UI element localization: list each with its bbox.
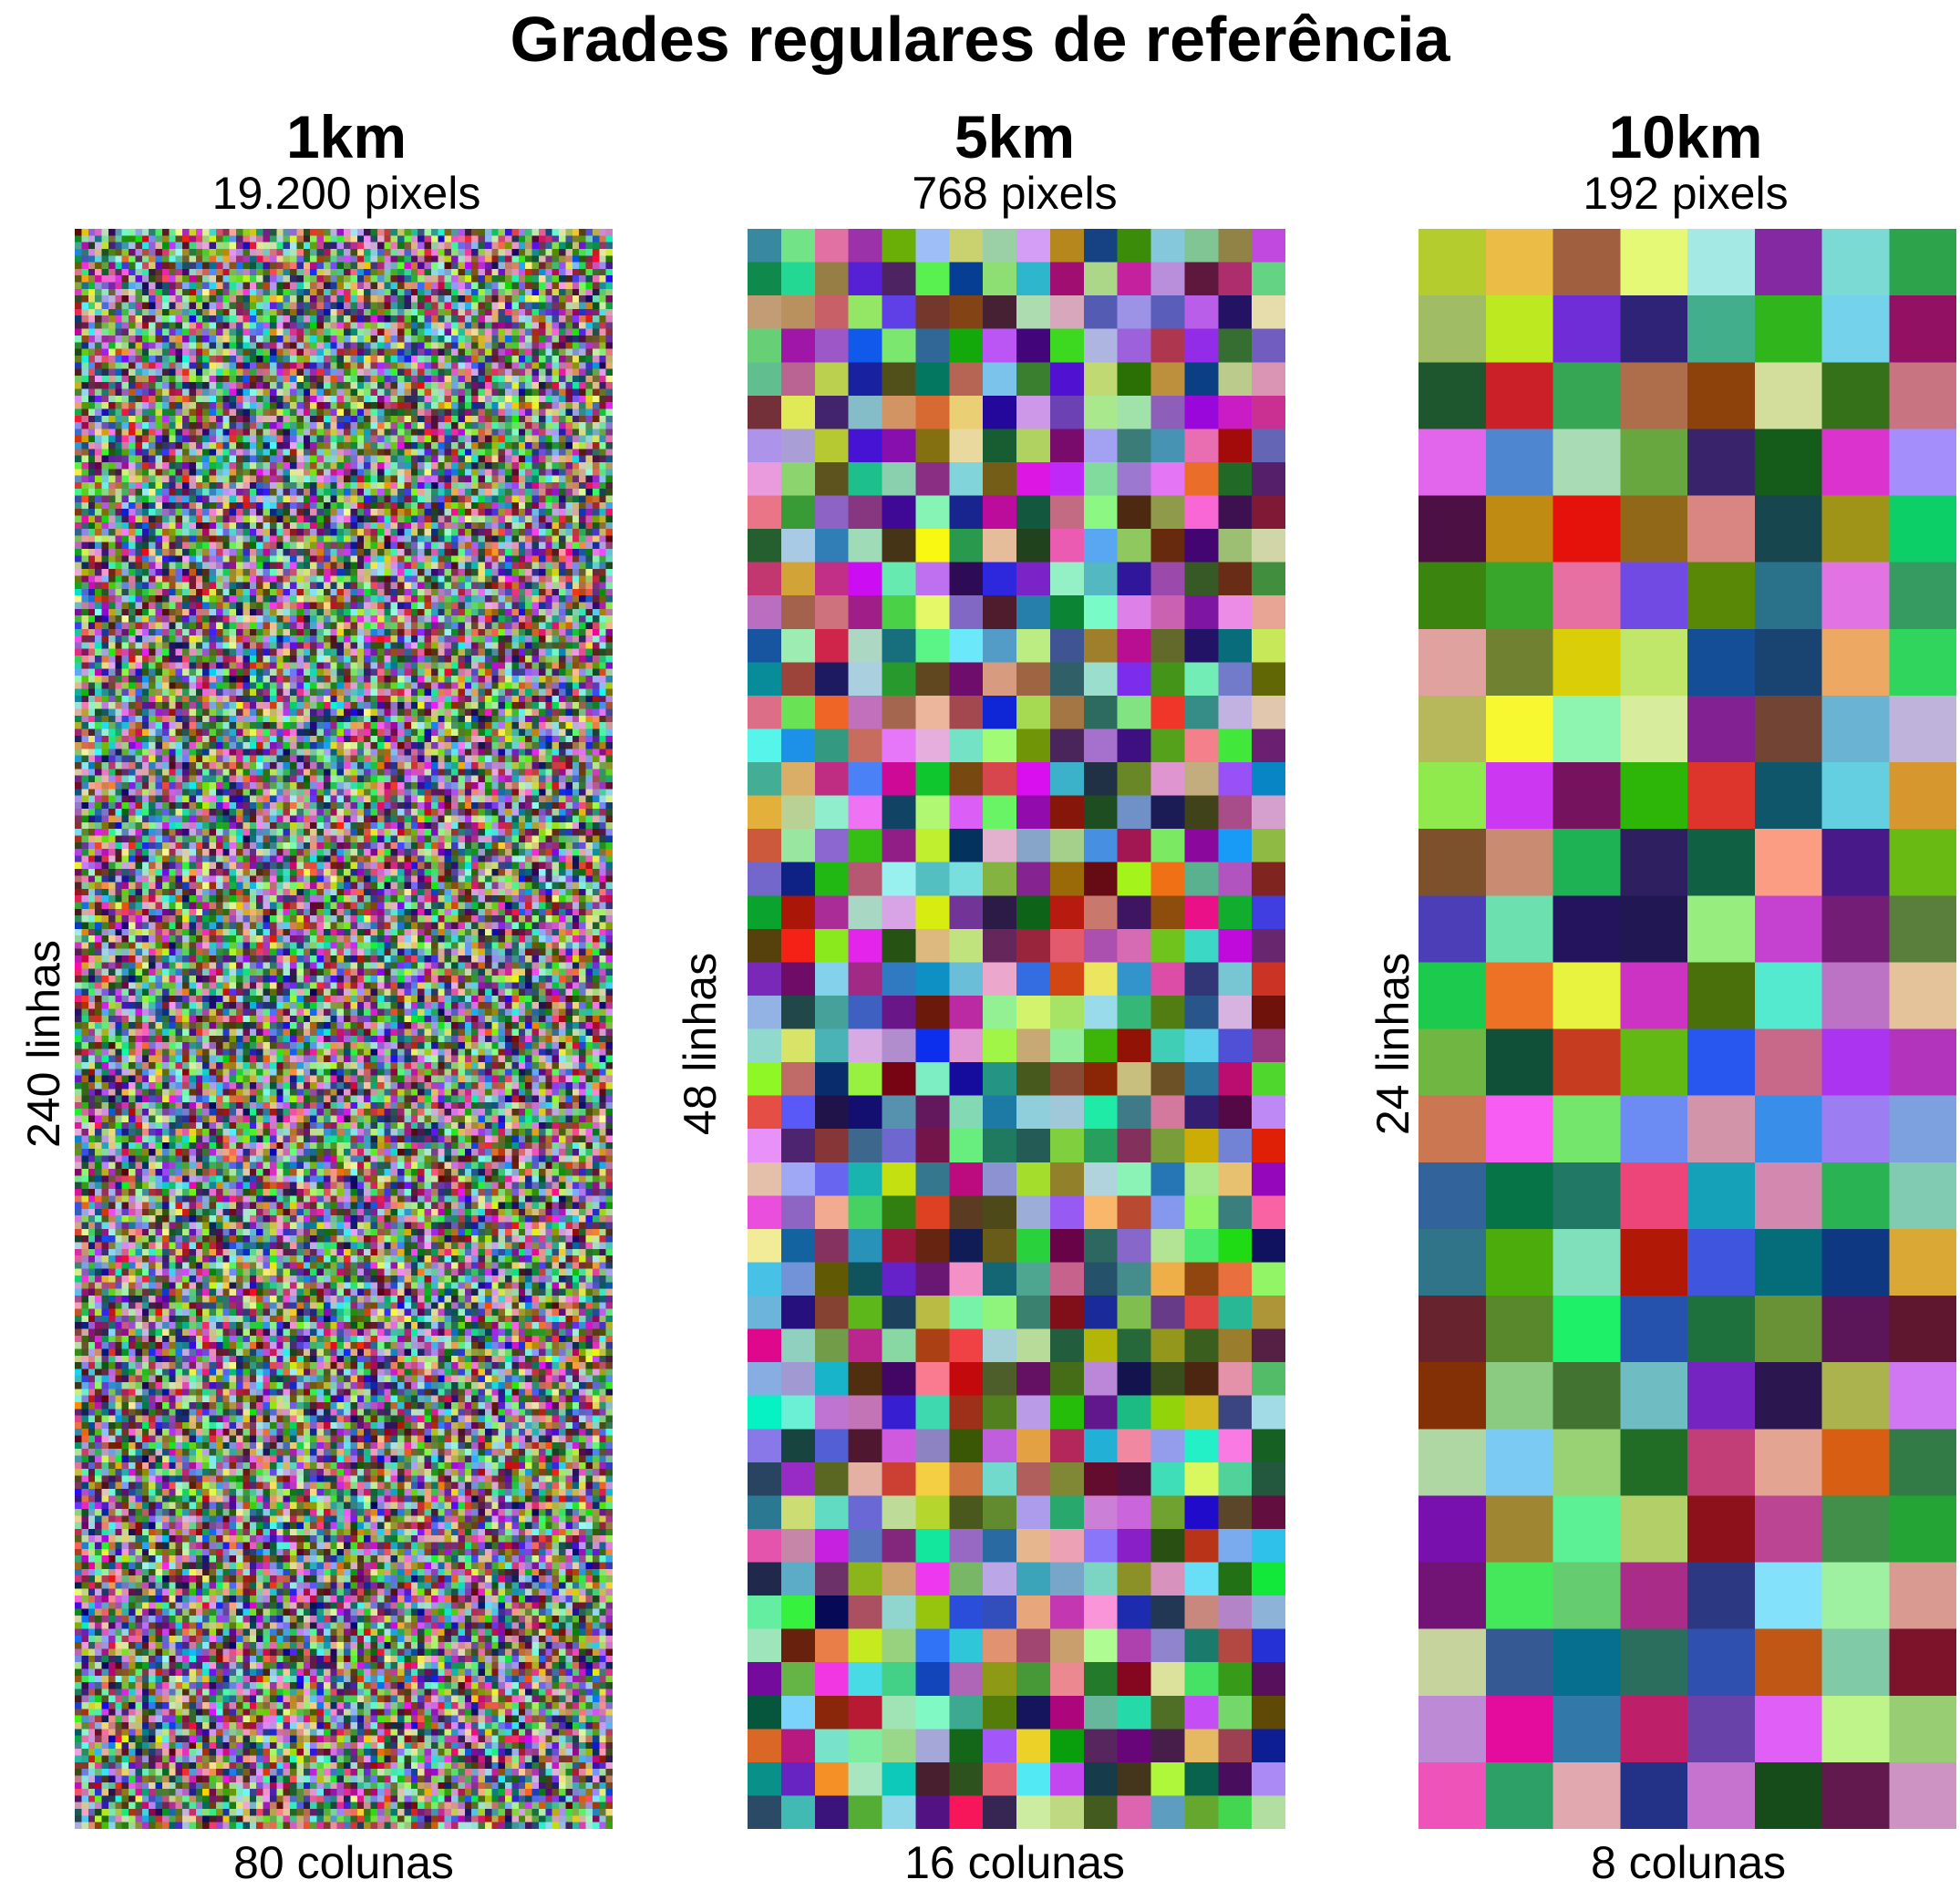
panel-columns-label: 16 colunas bbox=[904, 1837, 1125, 1888]
panel-pixel-count: 192 pixels bbox=[1583, 168, 1789, 219]
panel-columns-label: 8 colunas bbox=[1590, 1837, 1787, 1888]
panel-pixel-count: 768 pixels bbox=[912, 168, 1118, 219]
panel-rows-label: 240 linhas bbox=[18, 940, 69, 1148]
pixel-grid-5km bbox=[748, 229, 1285, 1829]
pixel-grid-1km bbox=[75, 229, 613, 1829]
panel-rows-label: 24 linhas bbox=[1367, 952, 1418, 1136]
panel-resolution-label: 1km bbox=[285, 103, 407, 170]
panel-rows-label: 48 linhas bbox=[675, 952, 726, 1136]
panel-pixel-count: 19.200 pixels bbox=[211, 168, 481, 219]
pixel-grid-10km bbox=[1418, 229, 1956, 1829]
panel-resolution-label: 5km bbox=[954, 103, 1076, 170]
diagram-title: Grades regulares de referência bbox=[510, 4, 1450, 75]
panel-columns-label: 80 colunas bbox=[233, 1837, 454, 1888]
panel-resolution-label: 10km bbox=[1608, 103, 1763, 170]
